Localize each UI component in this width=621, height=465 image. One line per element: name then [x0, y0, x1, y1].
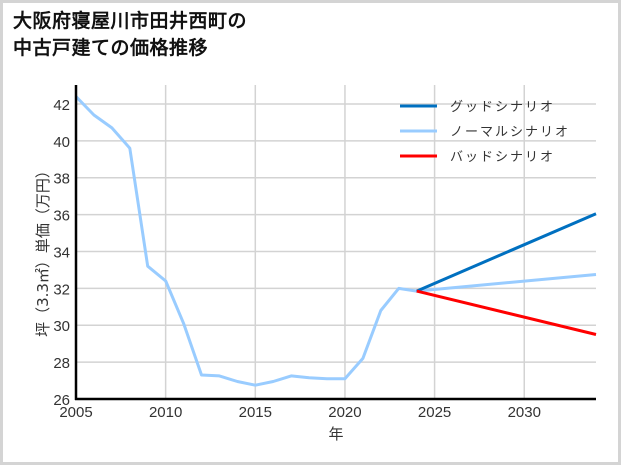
y-tick-label: 36 — [53, 208, 70, 225]
x-tick-label: 2005 — [59, 404, 92, 421]
series-line — [416, 289, 597, 336]
legend-label: ノーマルシナリオ — [450, 125, 570, 140]
y-tick-label: 30 — [53, 318, 70, 335]
y-axis-label: 坪（3.3㎡）単価（万円） — [34, 163, 52, 337]
x-tick-label: 2010 — [149, 404, 182, 421]
x-tick-label: 2020 — [328, 404, 361, 421]
y-tick-label: 32 — [53, 281, 70, 298]
series-lines — [74, 95, 597, 387]
chart-title-line-1: 大阪府寝屋川市田井西町の — [13, 10, 248, 32]
y-tick-label: 40 — [53, 134, 70, 151]
chart-title: 大阪府寝屋川市田井西町の 中古戸建ての価格推移 — [13, 8, 247, 62]
tick-labels: 26 28 30 32 34 36 38 40 42 2005 2010 2015 2020 2025 20… — [53, 97, 541, 421]
x-tick-label: 2030 — [508, 404, 541, 421]
x-tick-label: 2025 — [418, 404, 451, 421]
grid-lines — [76, 85, 596, 399]
legend-label: バッドシナリオ — [450, 150, 555, 165]
y-tick-label: 26 — [53, 392, 70, 409]
series-line — [74, 95, 597, 387]
y-tick-label: 42 — [53, 97, 70, 114]
x-axis-label: 年 — [328, 425, 343, 443]
y-tick-label: 28 — [53, 355, 70, 372]
series-line — [416, 212, 597, 293]
chart-title-line-2: 中古戸建ての価格推移 — [13, 37, 209, 59]
x-tick-label: 2015 — [239, 404, 272, 421]
legend-label: グッドシナリオ — [450, 100, 555, 115]
y-tick-label: 34 — [53, 244, 70, 261]
y-tick-label: 38 — [53, 171, 70, 188]
axes — [74, 85, 596, 401]
